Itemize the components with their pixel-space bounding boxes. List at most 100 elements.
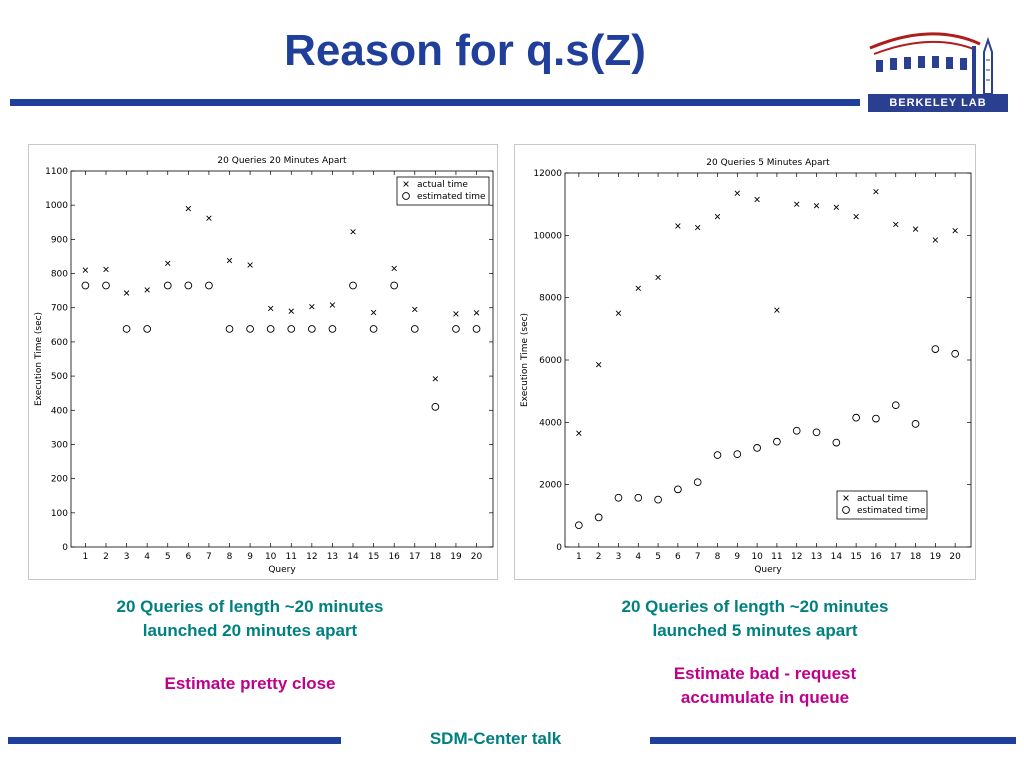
- data-point: [952, 227, 958, 234]
- left-caption: 20 Queries of length ~20 minutes launche…: [40, 595, 460, 643]
- x-tick-label: 19: [450, 552, 462, 562]
- data-point: [911, 420, 920, 428]
- x-tick-label: 11: [286, 552, 297, 562]
- data-point: [576, 430, 582, 436]
- y-tick-label: 4000: [539, 418, 562, 428]
- x-tick-label: 5: [165, 552, 171, 562]
- x-tick-label: 10: [265, 552, 277, 562]
- data-point: [370, 309, 377, 316]
- plot-frame: [70, 170, 494, 548]
- data-point: [473, 310, 480, 316]
- x-tick-label: 7: [206, 552, 212, 562]
- data-point: [391, 265, 397, 272]
- data-point: [832, 438, 841, 447]
- data-point: [184, 281, 193, 290]
- legend: actual time estimated time: [836, 490, 928, 520]
- legend-box: [396, 176, 490, 206]
- data-point: [226, 257, 233, 264]
- chart-5-minutes-apart: 20 Queries 5 Minutes Apart 0 2000 4000 6000 8…: [514, 144, 976, 580]
- data-point: [634, 493, 643, 502]
- data-point: [431, 403, 440, 411]
- data-point: [931, 345, 940, 353]
- y-tick-label: 600: [51, 338, 68, 348]
- data-point: [793, 201, 800, 207]
- left-caption-line1: 20 Queries of length ~20 minutes: [116, 597, 384, 616]
- x-tick-label: 3: [616, 552, 622, 562]
- data-point: [163, 281, 172, 290]
- x-tick-label: 16: [870, 552, 882, 562]
- data-point: [773, 437, 781, 446]
- data-point: [472, 325, 481, 333]
- x-tick-label: 16: [388, 552, 400, 562]
- x-tick-label: 13: [811, 552, 822, 562]
- data-point: [266, 325, 275, 333]
- x-tick-label: 6: [675, 552, 681, 562]
- chart-20-minutes-apart-svg: 20 Queries 20 Minutes Apart 0 100 200 300 400…: [34, 156, 494, 575]
- data-point: [872, 414, 880, 423]
- data-point: [122, 325, 131, 333]
- data-point: [813, 203, 820, 209]
- footer-rule-left: [8, 737, 341, 744]
- data-point: [951, 349, 960, 358]
- data-point: [853, 213, 859, 220]
- series-o: [575, 345, 960, 530]
- x-tick-label: 20: [949, 552, 961, 562]
- data-point: [390, 281, 399, 290]
- data-point: [575, 521, 583, 530]
- y-tick-label: 100: [51, 509, 68, 519]
- chart-title: 20 Queries 20 Minutes Apart: [217, 156, 347, 166]
- left-note: Estimate pretty close: [164, 674, 336, 693]
- x-tick-label: 10: [751, 552, 763, 562]
- y-tick-label: 6000: [539, 356, 562, 366]
- data-point: [932, 237, 939, 243]
- legend-entry: estimated time: [417, 192, 486, 202]
- data-point: [654, 495, 662, 504]
- data-point: [594, 513, 603, 522]
- y-tick-label: 400: [51, 406, 68, 416]
- data-point: [246, 325, 254, 333]
- chart-5-minutes-apart-svg: 20 Queries 5 Minutes Apart 0 2000 4000 6000 8…: [520, 158, 972, 575]
- data-point: [288, 308, 294, 314]
- data-point: [165, 260, 171, 267]
- data-point: [432, 376, 439, 382]
- data-point: [615, 310, 622, 316]
- data-point: [891, 401, 900, 410]
- data-point: [774, 307, 780, 313]
- y-tick-label: 500: [51, 372, 68, 382]
- data-point: [734, 190, 741, 196]
- footer-rule-right: [650, 737, 1016, 744]
- y-axis-label: Execution Time (sec): [520, 313, 530, 407]
- y-axis-label: Execution Time (sec): [34, 312, 44, 406]
- y-tick-label: 800: [51, 270, 68, 280]
- x-tick-label: 3: [124, 552, 130, 562]
- data-point: [674, 485, 682, 494]
- y-tick-label: 700: [51, 304, 68, 314]
- data-point: [123, 290, 130, 296]
- data-point: [410, 325, 419, 333]
- legend-marker: [843, 495, 849, 501]
- x-tick-label: 13: [327, 552, 338, 562]
- legend-entry: estimated time: [857, 506, 926, 516]
- data-point: [82, 267, 89, 273]
- data-point: [812, 428, 821, 437]
- data-point: [329, 302, 336, 308]
- data-point: [655, 274, 661, 281]
- x-tick-label: 12: [791, 552, 802, 562]
- y-tick-label: 300: [51, 440, 68, 450]
- data-point: [349, 281, 357, 290]
- x-tick-label: 19: [930, 552, 942, 562]
- y-tick-label: 200: [51, 475, 68, 485]
- data-point: [733, 450, 742, 458]
- x-tick-label: 15: [368, 552, 379, 562]
- x-tick-label: 11: [771, 552, 782, 562]
- data-point: [852, 413, 860, 422]
- data-point: [307, 325, 316, 333]
- x-tick-label: 1: [576, 552, 582, 562]
- x-tick-label: 17: [890, 552, 901, 562]
- data-point: [185, 205, 192, 212]
- data-point: [714, 213, 721, 220]
- x-tick-label: 17: [409, 552, 420, 562]
- data-point: [144, 287, 150, 293]
- y-tick-label: 10000: [533, 231, 562, 241]
- x-tick-label: 7: [695, 552, 701, 562]
